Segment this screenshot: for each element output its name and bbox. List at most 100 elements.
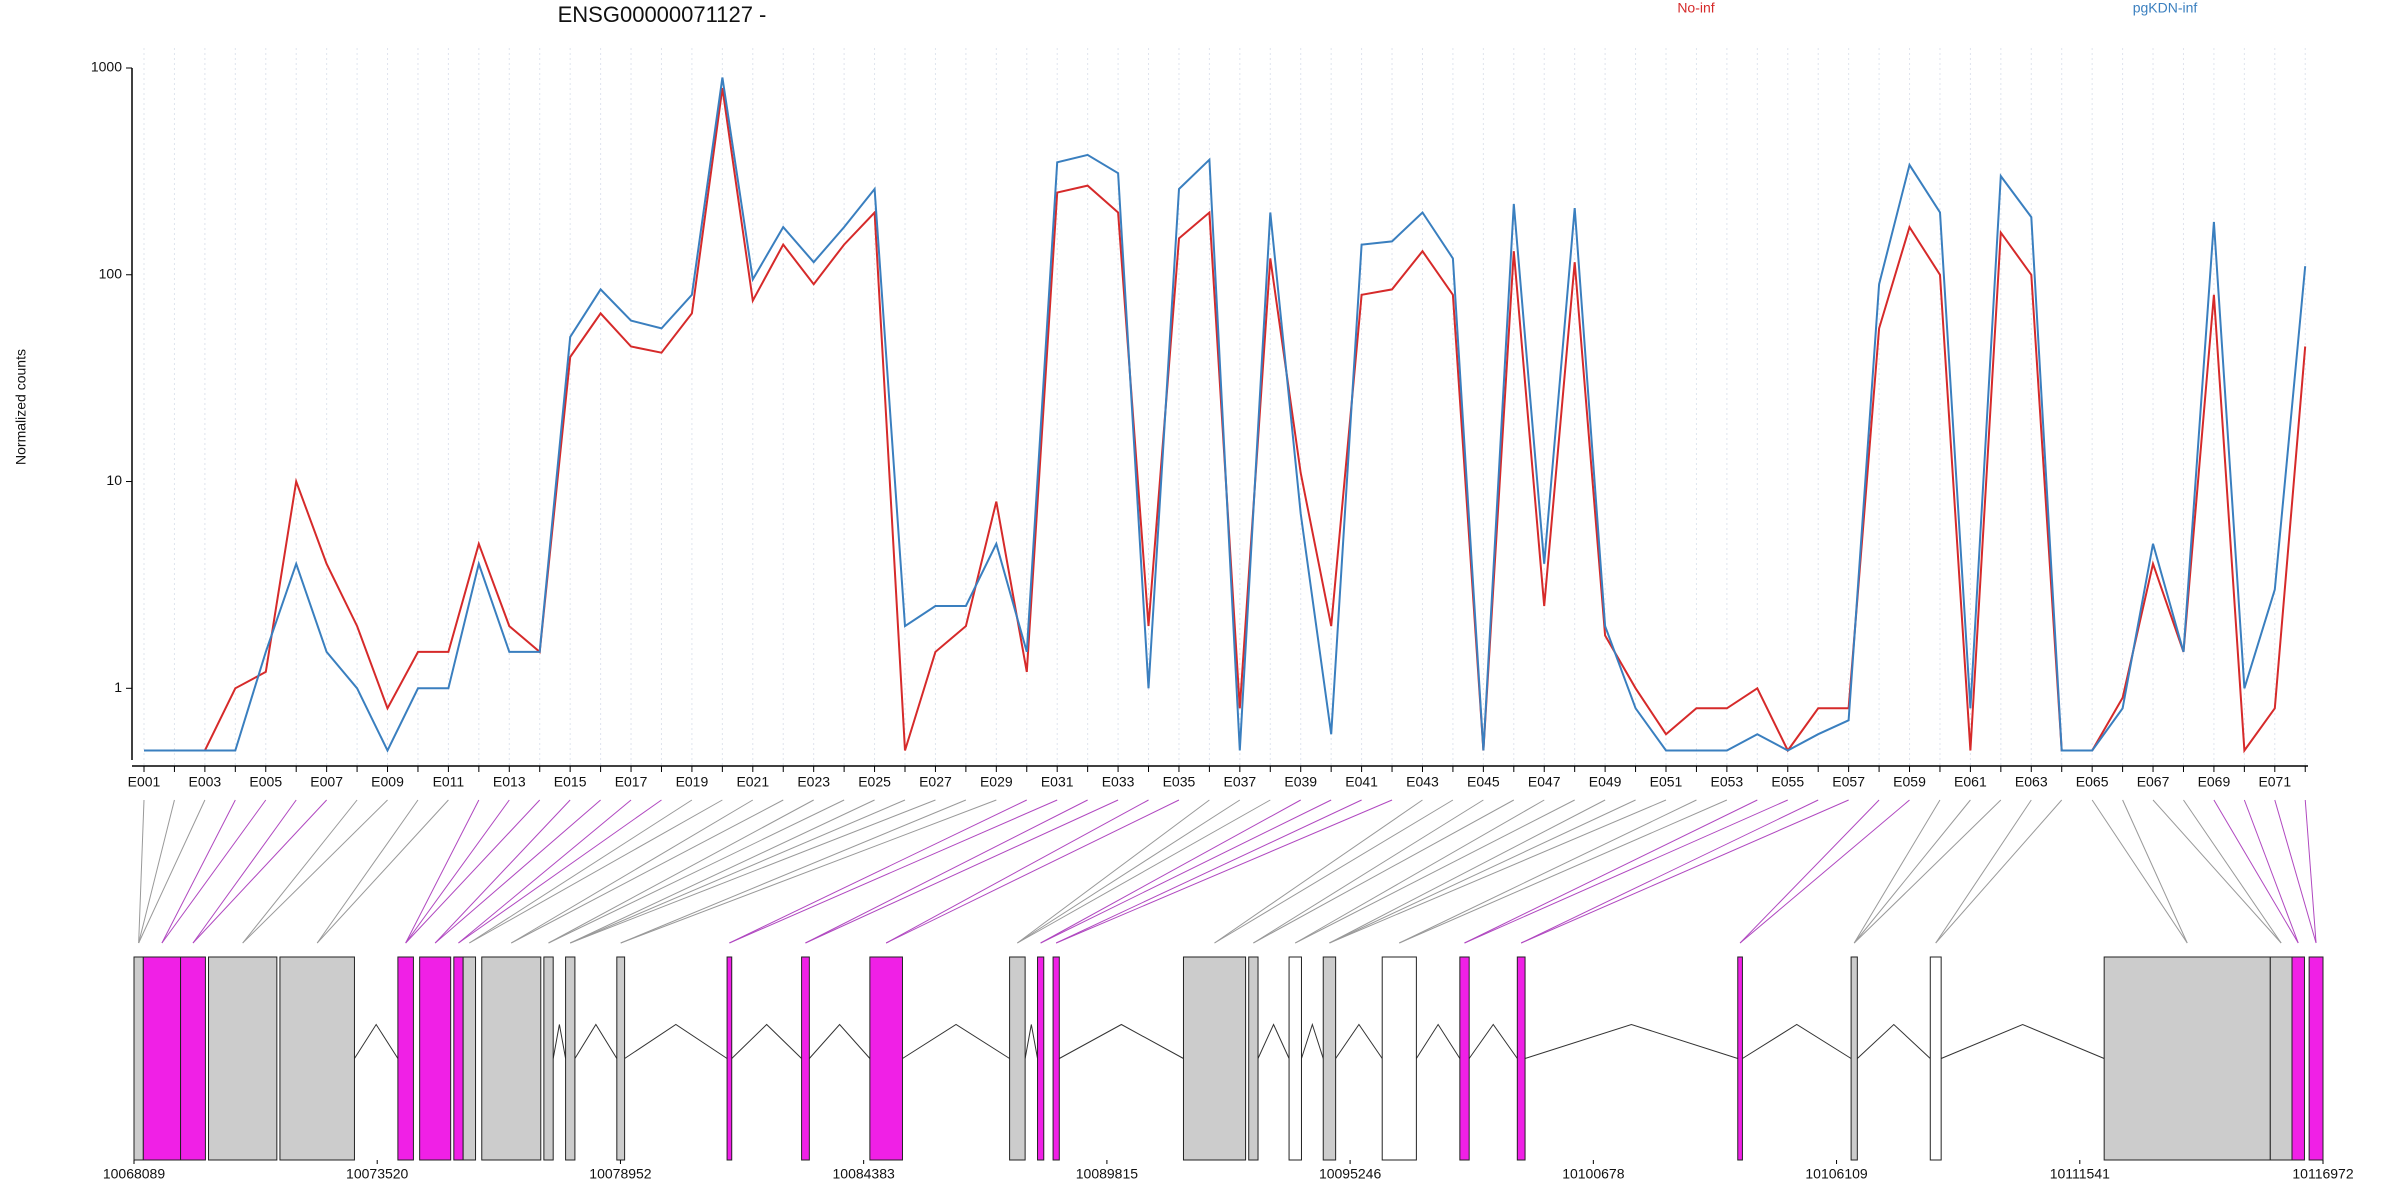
exon-connector — [805, 799, 1088, 944]
exon — [801, 956, 810, 1161]
exon-connector — [192, 799, 328, 944]
x-tick-label: 10100678 — [1562, 1166, 1625, 1182]
exon — [1381, 956, 1417, 1161]
x-tick-label: E039 — [1284, 774, 1317, 790]
exon-connector — [885, 799, 1180, 944]
exon-connector — [548, 799, 814, 944]
exon-connector — [405, 799, 510, 944]
exon — [1850, 956, 1858, 1161]
exon — [397, 956, 414, 1161]
x-tick-label: E049 — [1589, 774, 1622, 790]
x-tick-label: E033 — [1102, 774, 1135, 790]
y-tick-label: 1000 — [91, 59, 122, 75]
x-tick-label: E057 — [1832, 774, 1865, 790]
x-tick-label: E007 — [310, 774, 343, 790]
exon — [419, 956, 452, 1161]
x-tick-label: 10073520 — [346, 1166, 409, 1182]
x-tick-label: E011 — [433, 774, 465, 790]
intron — [574, 1023, 618, 1059]
x-tick-label: 10089815 — [1076, 1166, 1139, 1182]
exon-connector — [1295, 799, 1545, 944]
intron — [1468, 1023, 1518, 1059]
exon-connector — [434, 799, 571, 944]
exon-connector — [885, 799, 1149, 944]
x-tick-label: E013 — [493, 774, 526, 790]
x-tick-label: E041 — [1345, 774, 1378, 790]
series-line — [144, 77, 2307, 753]
intron — [1335, 1023, 1383, 1059]
x-tick-label: 10084383 — [833, 1166, 896, 1182]
exon — [543, 956, 554, 1161]
exon-connector — [1017, 799, 1241, 944]
x-tick-label: E021 — [736, 774, 769, 790]
x-tick-label: 10068089 — [103, 1166, 166, 1182]
intron — [1059, 1023, 1184, 1059]
exon-connector — [1040, 799, 1301, 944]
exon — [1182, 956, 1247, 1161]
exon — [481, 956, 542, 1161]
y-tick-label: 10 — [106, 472, 122, 488]
exon-connector — [620, 799, 967, 944]
exon-connector — [1040, 799, 1332, 944]
exon-connector — [2243, 799, 2299, 944]
exon-connector — [548, 799, 845, 944]
exon — [2269, 956, 2293, 1161]
exon-connector — [1253, 799, 1515, 944]
x-tick-label: E001 — [128, 774, 161, 790]
exon — [1248, 956, 1259, 1161]
x-tick-label: E023 — [797, 774, 830, 790]
intron — [1257, 1023, 1290, 1059]
intron — [1742, 1023, 1852, 1059]
x-tick-label: E009 — [371, 774, 404, 790]
exon-connector — [1464, 799, 1758, 944]
exon-connector — [2152, 799, 2282, 944]
exon-connector — [1055, 799, 1362, 944]
x-tick-label: E053 — [1711, 774, 1744, 790]
exon — [2308, 956, 2324, 1161]
y-tick-label: 1 — [114, 679, 122, 695]
intron — [1856, 1023, 1931, 1059]
exon — [2291, 956, 2305, 1161]
series-line — [144, 87, 2307, 754]
x-tick-label: E037 — [1223, 774, 1256, 790]
legend-entry: No-inf — [1677, 0, 1714, 16]
exon-connector — [316, 799, 449, 944]
exon-connector — [192, 799, 297, 944]
exon-connector — [1520, 799, 1849, 944]
x-tick-label: E071 — [2258, 774, 2291, 790]
exon — [1929, 956, 1942, 1161]
legend-entry: pgKDN-inf — [2133, 0, 2198, 16]
exon-connector — [1935, 799, 2063, 944]
exon — [1052, 956, 1060, 1161]
exon — [1737, 956, 1743, 1161]
x-tick-label: E031 — [1041, 774, 1074, 790]
exon — [565, 956, 576, 1161]
exon-connector — [570, 799, 875, 944]
intron — [902, 1023, 1010, 1059]
exon-connector — [2304, 799, 2317, 944]
x-tick-label: E003 — [189, 774, 222, 790]
exon — [1037, 956, 1045, 1161]
exon — [869, 956, 903, 1161]
exon-connector — [1520, 799, 1819, 944]
exon — [1516, 956, 1526, 1161]
exon — [1459, 956, 1470, 1161]
exon-connector — [161, 799, 267, 944]
intron — [1524, 1023, 1738, 1059]
exon — [616, 956, 626, 1161]
exon-connector — [1853, 799, 1971, 944]
exon-connector — [570, 799, 906, 944]
x-tick-label: 10116972 — [2292, 1166, 2353, 1182]
x-tick-label: E059 — [1893, 774, 1926, 790]
intron — [552, 1024, 567, 1059]
chart-title: ENSG00000071127 - — [558, 2, 767, 27]
exon-connector — [1295, 799, 1575, 944]
exon-connector — [1399, 799, 1728, 944]
exon-connector — [1214, 799, 1423, 944]
x-tick-label: E017 — [615, 774, 648, 790]
x-tick-label: E025 — [858, 774, 891, 790]
exon-connector — [1329, 799, 1606, 944]
x-tick-label: E035 — [1163, 774, 1196, 790]
exon-connector — [1739, 799, 1910, 944]
